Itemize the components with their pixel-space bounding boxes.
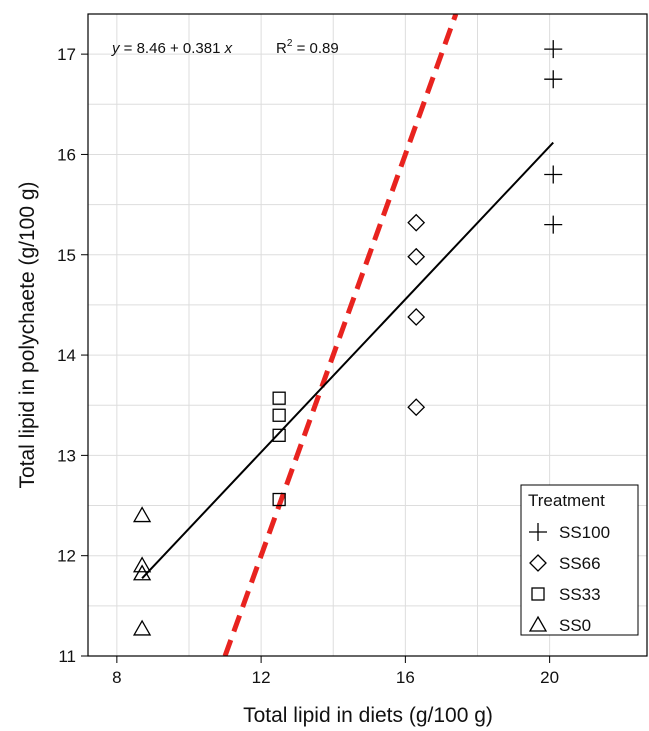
y-tick-label: 16	[57, 145, 76, 164]
legend-marker-ss100	[529, 523, 547, 541]
data-point-ss66	[407, 308, 426, 326]
data-point-ss66	[407, 213, 426, 232]
data-point-ss33	[272, 391, 286, 405]
y-axis-title: Total lipid in polychaete (g/100 g)	[16, 181, 39, 488]
data-point-ss0	[132, 564, 152, 581]
data-point-ss0	[132, 556, 152, 573]
equation-rhs: = 8.46 + 0.381	[120, 40, 225, 57]
regression-equation: y = 8.46 + 0.381 x	[111, 40, 233, 57]
r-squared-exponent: 2	[287, 38, 293, 49]
data-point-ss33	[272, 428, 286, 442]
r-squared-value: = 0.89	[292, 40, 338, 57]
legend-label-ss66: SS66	[559, 554, 601, 573]
legend-label-ss0: SS0	[559, 616, 591, 635]
y-tick-label: 12	[57, 547, 76, 566]
fit-lines	[141, 14, 554, 656]
data-point-ss100	[544, 70, 563, 89]
data-point-ss0	[132, 619, 152, 636]
x-tick-label: 16	[396, 668, 415, 687]
legend: Treatment SS100 SS66 SS33 SS0	[520, 484, 639, 636]
x-tick-label: 12	[252, 668, 271, 687]
legend-box	[520, 484, 639, 636]
r-squared-base: R	[276, 40, 287, 57]
legend-label-ss33: SS33	[559, 585, 601, 604]
data-point-ss33	[272, 408, 286, 422]
equation-x-var: x	[224, 40, 233, 57]
data-point-ss100	[544, 215, 563, 234]
data-point-ss100	[544, 165, 563, 184]
x-tick-label: 8	[112, 668, 121, 687]
y-tick-label: 14	[57, 346, 76, 365]
r-squared-label: R2 = 0.89	[276, 38, 339, 57]
y-tick-label: 17	[57, 45, 76, 64]
plot-frame	[87, 13, 648, 657]
data-points	[132, 40, 563, 636]
data-point-ss66	[407, 247, 426, 266]
y-tick-label: 13	[57, 446, 76, 465]
y-tick-label: 11	[58, 647, 76, 666]
axis-ticks: 8 12 16 20 11 12 13 14 15 16 17	[57, 45, 559, 687]
equation-y-var: y	[111, 40, 121, 57]
x-axis-title: Total lipid in diets (g/100 g)	[243, 704, 493, 727]
legend-marker-ss0	[528, 615, 548, 632]
data-point-ss66	[407, 398, 426, 417]
legend-title: Treatment	[528, 491, 605, 510]
data-point-ss33	[272, 492, 286, 507]
data-point-ss100	[544, 40, 563, 59]
reference-line	[222, 14, 459, 656]
y-tick-label: 15	[57, 246, 76, 265]
legend-marker-ss66	[529, 554, 547, 572]
regression-line	[141, 141, 554, 579]
data-point-ss0	[132, 506, 152, 523]
x-tick-label: 20	[540, 668, 559, 687]
legend-marker-ss33	[531, 587, 545, 601]
legend-label-ss100: SS100	[559, 523, 610, 542]
